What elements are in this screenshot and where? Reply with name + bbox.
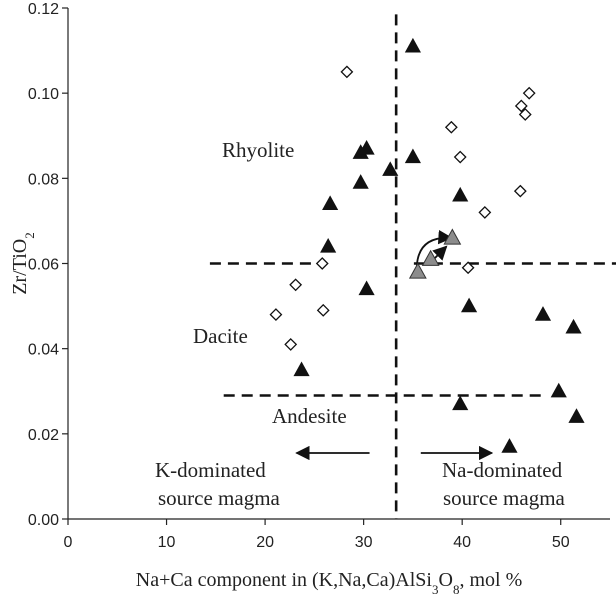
annotations: Rhyolite Dacite Andesite K-dominated sou… bbox=[155, 138, 566, 510]
black-triangle-point bbox=[382, 161, 399, 176]
rhyolite-label: Rhyolite bbox=[222, 138, 294, 162]
black-triangle-point bbox=[565, 318, 582, 334]
andesite-label: Andesite bbox=[272, 404, 347, 428]
k-dominated-label-line1: K-dominated bbox=[155, 458, 266, 482]
na-dominated-label-line1: Na-dominated bbox=[442, 458, 563, 482]
x-tick-label: 20 bbox=[256, 534, 274, 551]
y-tick-label: 0.12 bbox=[28, 1, 59, 18]
y-axis-title: Zr/TiO2 bbox=[9, 232, 37, 294]
axes: 0 10 20 30 40 50 0.00 0.02 0.04 0.06 0.08 0.10 0.12 N… bbox=[9, 1, 610, 597]
open-diamond-point bbox=[289, 278, 303, 292]
data-points bbox=[269, 37, 585, 453]
black-triangle-point bbox=[550, 382, 567, 398]
open-diamond-point bbox=[444, 120, 458, 134]
open-diamond-point bbox=[478, 205, 492, 219]
open-diamond-point bbox=[461, 261, 475, 275]
open-diamond-point bbox=[315, 257, 329, 270]
open-diamond-point bbox=[514, 99, 528, 113]
open-diamond-point bbox=[316, 303, 330, 317]
y-tick-label: 0.08 bbox=[28, 171, 59, 188]
x-tick-label: 10 bbox=[158, 534, 176, 551]
black-triangle-point bbox=[404, 37, 421, 53]
trend-arrow bbox=[415, 229, 453, 266]
na-dominated-label-line2: source magma bbox=[443, 486, 566, 510]
dacite-label: Dacite bbox=[193, 324, 248, 348]
black-triangle-point bbox=[501, 438, 518, 453]
k-dominated-label-line2: source magma bbox=[158, 486, 281, 510]
black-triangle-point bbox=[404, 148, 421, 164]
y-tick-label: 0.06 bbox=[28, 257, 59, 274]
black-triangle-point bbox=[293, 361, 310, 377]
x-axis-title: Na+Ca component in (K,Na,Ca)AlSi3O8, mol… bbox=[136, 569, 522, 597]
black-triangle-point bbox=[358, 140, 375, 155]
black-triangle-point bbox=[320, 237, 337, 253]
x-tick-label: 30 bbox=[355, 534, 373, 551]
y-tick-label: 0.10 bbox=[28, 86, 59, 103]
grey-triangle-point bbox=[408, 262, 427, 279]
y-tick-label: 0.00 bbox=[28, 512, 59, 529]
guide-lines bbox=[209, 14, 616, 519]
open-diamond-point bbox=[513, 184, 527, 198]
black-triangle-point bbox=[352, 174, 369, 189]
open-diamond-point bbox=[453, 150, 467, 164]
x-tick-label: 0 bbox=[64, 534, 73, 551]
black-triangle-point bbox=[322, 195, 339, 211]
black-triangle-point bbox=[568, 408, 585, 423]
y-tick-label: 0.04 bbox=[28, 342, 59, 359]
open-diamond-point bbox=[284, 337, 298, 351]
black-triangle-point bbox=[534, 306, 552, 321]
black-triangle-point bbox=[452, 186, 469, 202]
grey-triangle-point bbox=[421, 249, 440, 266]
grey-triangle-point bbox=[443, 228, 462, 245]
black-triangle-point bbox=[452, 395, 469, 411]
x-tick-label: 40 bbox=[453, 534, 471, 551]
open-diamond-point bbox=[518, 108, 532, 121]
black-triangle-point bbox=[358, 280, 375, 296]
x-tick-label: 50 bbox=[552, 534, 570, 551]
y-tick-label: 0.02 bbox=[28, 427, 59, 444]
open-diamond-point bbox=[522, 86, 536, 100]
open-diamond-point bbox=[340, 65, 354, 79]
black-triangle-point bbox=[461, 297, 478, 313]
open-diamond-point bbox=[269, 308, 283, 322]
